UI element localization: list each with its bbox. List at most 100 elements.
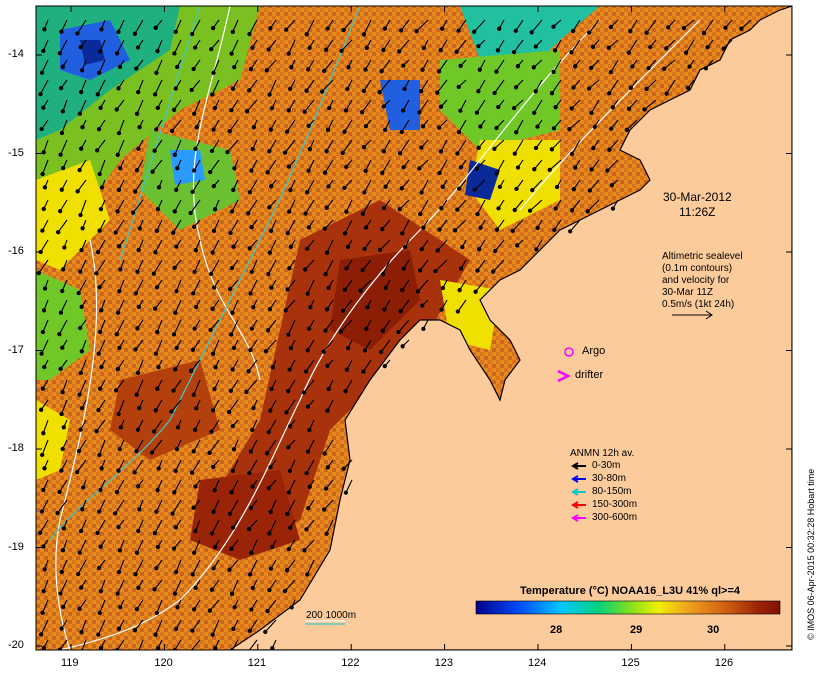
velocity-arrow	[323, 339, 334, 353]
velocity-arrow-head	[192, 269, 197, 274]
velocity-arrow-head	[286, 546, 291, 552]
velocity-arrow-head	[132, 628, 138, 633]
velocity-arrow	[137, 79, 144, 93]
velocity-arrow-head	[133, 291, 139, 296]
velocity-arrow-head	[193, 304, 199, 310]
velocity-arrow-head	[306, 506, 311, 511]
velocity-arrow-head	[343, 389, 348, 394]
velocity-arrow	[115, 219, 125, 233]
velocity-arrow-head	[60, 64, 65, 69]
velocity-arrow-head	[42, 567, 47, 572]
velocity-arrow-head	[152, 306, 158, 311]
velocity-arrow-head	[361, 88, 367, 94]
velocity-arrow-head	[571, 186, 576, 192]
velocity-arrow	[588, 79, 600, 89]
velocity-arrow-head	[59, 130, 65, 136]
velocity-arrow-head	[189, 470, 195, 475]
velocity-arrow	[134, 19, 144, 35]
velocity-arrow-head	[301, 390, 307, 395]
velocity-arrow-head	[360, 211, 366, 216]
velocity-arrow-head	[270, 646, 275, 650]
velocity-arrow	[39, 519, 49, 534]
velocity-arrow	[96, 139, 106, 151]
velocity-arrow-head	[57, 51, 63, 56]
velocity-arrow	[41, 439, 49, 456]
velocity-arrow	[194, 259, 201, 273]
velocity-arrow	[191, 619, 201, 631]
velocity-arrow-head	[288, 187, 293, 193]
velocity-arrow	[62, 379, 68, 393]
latitude-tick-label: -16	[8, 245, 24, 257]
velocity-arrow-head	[116, 468, 121, 473]
velocity-arrow-head	[97, 285, 102, 290]
velocity-arrow-head	[213, 646, 218, 650]
velocity-arrow	[60, 399, 68, 415]
velocity-arrow-head	[133, 572, 138, 577]
anmn-legend-arrowhead	[571, 462, 579, 470]
velocity-arrow-head	[193, 45, 198, 50]
velocity-arrow-head	[60, 165, 66, 171]
velocity-arrow-head	[39, 351, 44, 356]
velocity-arrow	[229, 559, 239, 571]
altimetry-line: Altimetric sealevel	[662, 251, 743, 262]
velocity-arrow-head	[57, 331, 62, 337]
velocity-arrow-head	[136, 247, 141, 253]
velocity-arrow-head	[307, 45, 312, 51]
velocity-arrow-head	[212, 544, 218, 550]
velocity-arrow-head	[173, 310, 178, 315]
velocity-arrow-head	[266, 486, 271, 491]
velocity-arrow-head	[269, 285, 274, 290]
latitude-tick-label: -14	[8, 48, 24, 60]
velocity-arrow-head	[323, 328, 328, 333]
velocity-arrow-head	[247, 189, 253, 195]
velocity-arrow-head	[251, 125, 256, 130]
velocity-arrow-head	[248, 347, 253, 353]
velocity-arrow	[191, 19, 201, 35]
velocity-arrow	[306, 459, 315, 474]
velocity-arrow-head	[191, 66, 196, 72]
velocity-arrow-head	[114, 107, 119, 112]
velocity-arrow-head	[117, 446, 122, 452]
velocity-arrow	[590, 99, 600, 114]
velocity-arrow	[363, 179, 372, 193]
velocity-arrow	[740, 19, 752, 30]
date-line2: 11:26Z	[679, 205, 716, 219]
velocity-arrow	[192, 279, 201, 294]
velocity-arrow-head	[457, 186, 462, 191]
velocity-arrow	[626, 119, 638, 131]
velocity-arrow	[304, 259, 315, 270]
longitude-tick-label: 119	[61, 657, 79, 669]
velocity-arrow-head	[116, 29, 121, 34]
velocity-arrow-head	[212, 105, 218, 111]
velocity-arrow-head	[156, 365, 161, 370]
velocity-arrow	[515, 119, 524, 133]
velocity-arrow-head	[155, 329, 160, 335]
velocity-arrow-head	[36, 270, 41, 276]
velocity-arrow-head	[362, 190, 367, 195]
velocity-arrow	[250, 539, 258, 554]
velocity-arrow-head	[589, 65, 594, 70]
velocity-arrow-head	[319, 89, 325, 94]
velocity-arrow-head	[250, 427, 255, 433]
velocity-arrow-head	[397, 49, 402, 54]
velocity-arrow-head	[553, 105, 558, 110]
velocity-arrow-head	[42, 286, 48, 291]
velocity-arrow	[362, 259, 372, 271]
velocity-arrow-head	[225, 149, 230, 155]
velocity-arrow	[305, 359, 315, 372]
velocity-arrow-head	[606, 45, 611, 50]
velocity-arrow-head	[589, 167, 594, 172]
velocity-arrow-head	[286, 445, 291, 450]
velocity-arrow-head	[324, 205, 329, 210]
velocity-arrow-head	[118, 604, 123, 610]
velocity-arrow-head	[60, 288, 65, 294]
velocity-arrow-head	[251, 406, 256, 411]
velocity-arrow-head	[244, 389, 249, 395]
longitude-tick-label: 121	[247, 657, 267, 669]
velocity-arrow	[61, 559, 68, 573]
velocity-arrow-head	[455, 151, 460, 156]
velocity-arrow	[400, 19, 410, 31]
velocity-arrow-head	[98, 589, 103, 594]
velocity-arrow-head	[288, 525, 293, 530]
